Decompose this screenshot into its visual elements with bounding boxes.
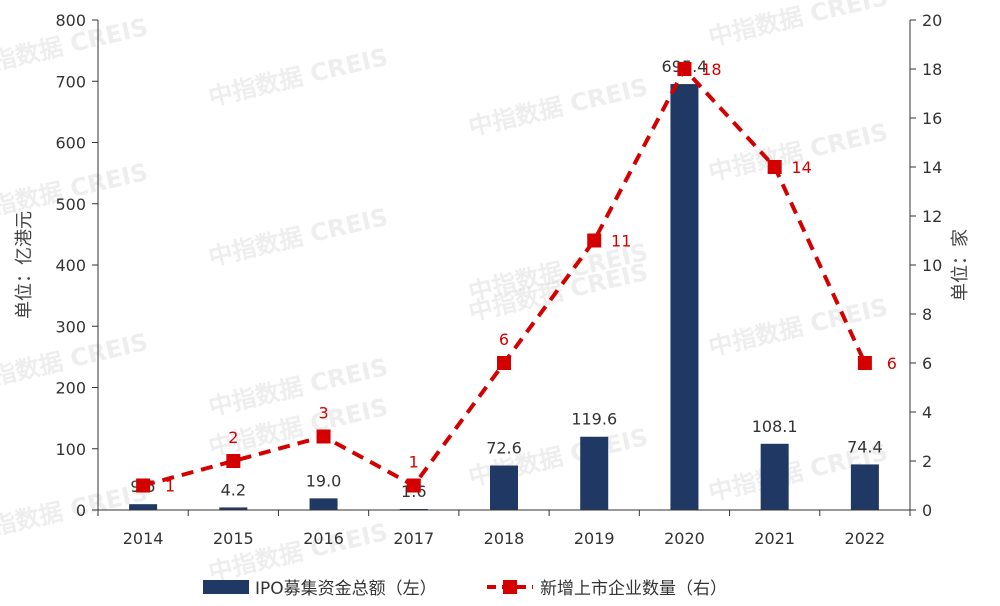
line-marker: [587, 233, 602, 248]
legend: IPO募集资金总额（左） 新增上市企业数量（右）: [203, 579, 727, 599]
bar-value-label: 108.1: [752, 417, 798, 436]
right-tick-label: 6: [922, 354, 932, 373]
bar-value-label: 119.6: [571, 410, 617, 429]
x-tick-label: 2014: [123, 529, 164, 548]
line-value-label: 1: [165, 477, 175, 496]
line-label-group: 1 2 3 1 6 11 18 14 6: [165, 60, 897, 496]
x-tick-label: 2018: [484, 529, 525, 548]
right-tick-label: 10: [922, 256, 942, 275]
x-tick-label: 2019: [574, 529, 615, 548]
line-value-label: 11: [611, 232, 631, 251]
line-marker: [226, 454, 241, 468]
x-tick-label: 2016: [303, 529, 344, 548]
left-tick-label: 300: [55, 317, 86, 336]
right-tick-label: 2: [922, 452, 932, 471]
watermark-text: 中指数据 CREIS: [706, 293, 891, 361]
line-marker: [316, 429, 331, 444]
x-axis-ticks: 2014 2015 2016 2017 2018 2019 2020 2021 2022: [97, 510, 911, 548]
watermark-layer: 中指数据 CREIS 中指数据 CREIS 中指数据 CREIS 中指数据 CREIS…: [0, 0, 891, 586]
left-tick-label: 800: [55, 11, 86, 30]
right-tick-label: 0: [922, 501, 932, 520]
left-axis-title: 单位：亿港元: [14, 211, 35, 319]
bar-value-label: 19.0: [306, 471, 342, 490]
bar-value-label: 72.6: [486, 439, 522, 458]
right-tick-label: 20: [922, 11, 942, 30]
legend-line-marker: [503, 580, 517, 594]
right-axis-ticks: 0 2 4 6 8 10 12 14 16 18 20: [910, 11, 942, 520]
left-tick-label: 100: [55, 440, 86, 459]
line-marker: [857, 356, 872, 370]
left-tick-label: 500: [55, 195, 86, 214]
left-tick-label: 400: [55, 256, 86, 275]
bar: [580, 436, 609, 510]
line-value-label: 18: [701, 60, 721, 79]
line-series: [136, 62, 872, 493]
right-tick-label: 12: [922, 207, 942, 226]
line-marker: [677, 62, 692, 76]
legend-bar-swatch: [203, 580, 249, 594]
watermark-text: 中指数据 CREIS: [206, 203, 391, 271]
bar: [490, 465, 518, 510]
right-axis-title: 单位：家: [950, 229, 971, 301]
line-marker: [406, 478, 421, 493]
right-tick-label: 14: [922, 158, 942, 177]
x-tick-label: 2022: [845, 529, 886, 548]
x-tick-label: 2021: [754, 529, 795, 548]
left-axis-ticks: 0 100 200 300 400 500 600 700 800: [55, 11, 98, 520]
legend-line-label: 新增上市企业数量（右）: [540, 579, 727, 599]
line-marker: [136, 478, 151, 493]
line-value-label: 1: [409, 453, 419, 472]
watermark-text: 中指数据 CREIS: [206, 43, 391, 111]
line-value-label: 2: [228, 428, 238, 447]
bar: [309, 498, 338, 510]
x-tick-label: 2017: [393, 529, 434, 548]
watermark-text: 中指数据 CREIS: [706, 0, 891, 51]
line-value-label: 6: [887, 354, 897, 373]
left-tick-label: 700: [55, 72, 86, 91]
line-marker: [767, 160, 782, 174]
right-tick-label: 16: [922, 109, 942, 128]
line-marker: [497, 356, 511, 370]
left-tick-label: 0: [76, 501, 86, 520]
bar-value-label: 74.4: [847, 437, 883, 456]
x-tick-label: 2020: [664, 529, 705, 548]
x-tick-label: 2015: [213, 529, 254, 548]
bar-value-label: 4.2: [221, 480, 246, 499]
legend-bar-label: IPO募集资金总额（左）: [255, 579, 437, 599]
bar: [760, 443, 789, 510]
left-tick-label: 600: [55, 134, 86, 153]
bar: [219, 507, 248, 510]
right-tick-label: 18: [922, 60, 942, 79]
watermark-text: 中指数据 CREIS: [466, 73, 651, 141]
bar: [670, 84, 699, 510]
line-value-label: 3: [318, 404, 328, 423]
bar-series: [129, 84, 879, 510]
bar: [129, 504, 158, 510]
bar: [850, 464, 879, 510]
line-value-label: 6: [499, 330, 509, 349]
line-value-label: 14: [791, 158, 811, 177]
right-tick-label: 8: [922, 305, 932, 324]
right-tick-label: 4: [922, 403, 932, 422]
left-tick-label: 200: [55, 379, 86, 398]
